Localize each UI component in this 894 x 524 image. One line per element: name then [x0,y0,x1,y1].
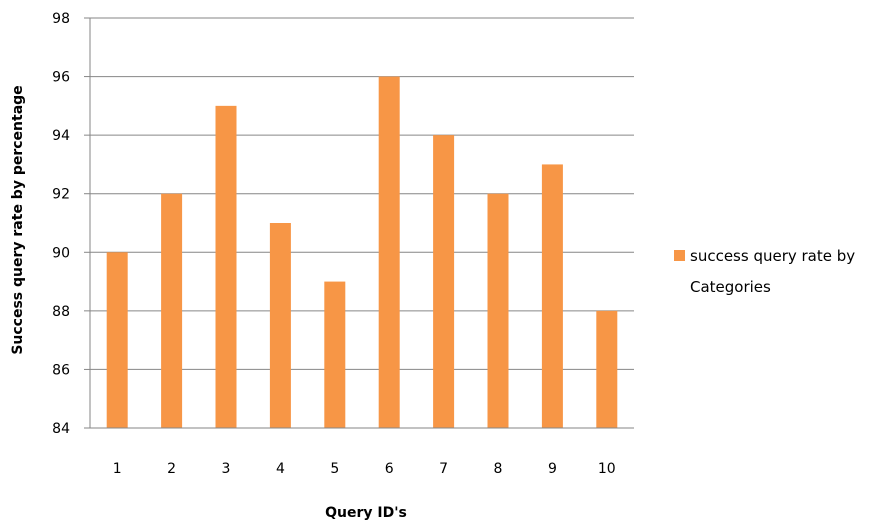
y-tick-label: 94 [52,128,70,144]
bar-10 [596,310,618,428]
x-tick-label: 4 [276,461,285,477]
bar-3 [215,105,237,428]
x-tick-label: 2 [167,461,176,477]
bar-4 [269,223,291,428]
x-tick-labels: 1 2 3 4 5 6 7 8 9 10 [113,461,616,477]
bar-9 [541,164,563,428]
x-tick-label: 3 [222,461,231,477]
y-tick-label: 92 [52,187,70,203]
y-tick-label: 84 [52,421,70,437]
axes [89,18,634,429]
bar-2 [161,193,183,428]
legend-label-line-1: success query rate by [690,247,855,265]
bar-5 [324,281,346,428]
legend-swatch [674,250,685,261]
y-tick-label: 96 [52,70,70,86]
x-tick-label: 9 [548,461,557,477]
y-tick-labels: 84 86 88 90 92 94 96 98 [52,11,90,437]
x-tick-label: 10 [598,461,616,477]
legend: success query rate by Categories [674,247,855,296]
x-tick-label: 8 [494,461,503,477]
x-tick-label: 1 [113,461,122,477]
x-tick-label: 7 [439,461,448,477]
bar-6 [378,76,400,429]
x-tick-label: 5 [330,461,339,477]
y-tick-label: 90 [52,245,70,261]
y-tick-label: 98 [52,11,70,27]
bar-1 [106,252,128,428]
x-tick-label: 6 [385,461,394,477]
bar-8 [487,193,509,428]
bar-7 [433,135,455,428]
y-axis-title: Success query rate by percentage [10,85,26,354]
y-tick-label: 88 [52,304,70,320]
bars [106,76,618,429]
x-axis-title: Query ID's [325,505,407,521]
y-tick-label: 86 [52,362,70,378]
legend-label-line-2: Categories [690,278,771,296]
